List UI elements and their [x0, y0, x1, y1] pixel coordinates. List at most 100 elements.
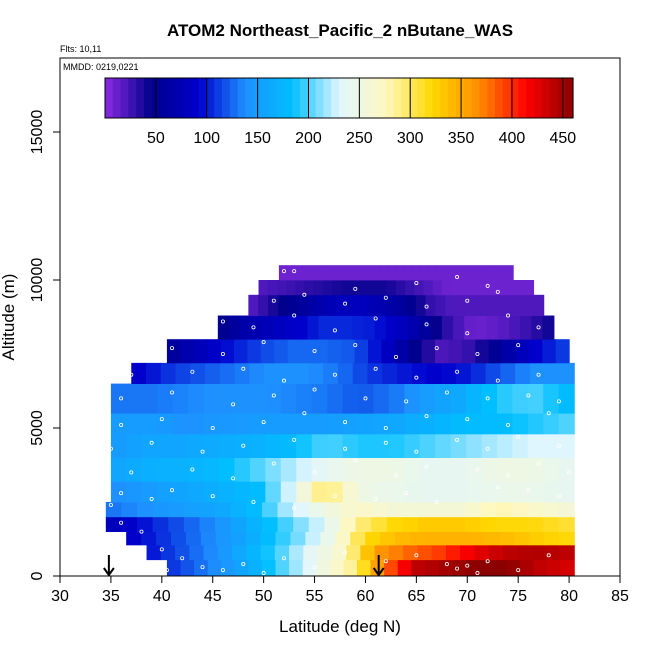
heatmap-cell	[126, 457, 143, 482]
heatmap-cell	[264, 362, 280, 384]
heatmap-cell	[489, 265, 499, 281]
heatmap-cell	[384, 559, 399, 577]
heatmap-cell	[327, 339, 342, 364]
heatmap-cell	[277, 516, 294, 532]
colorbar-segment	[105, 78, 114, 118]
observation-point	[353, 343, 358, 348]
observation-point	[393, 473, 398, 478]
observation-point	[475, 351, 480, 356]
heatmap-cell	[126, 531, 142, 546]
observation-point	[200, 449, 205, 454]
observation-point	[444, 562, 449, 567]
observation-point	[536, 325, 541, 330]
heatmap-cell	[385, 315, 398, 340]
heatmap-cell	[382, 362, 398, 384]
heatmap-cell	[545, 544, 561, 561]
heatmap-cell	[528, 339, 543, 364]
heatmap-cell	[193, 339, 208, 364]
heatmap-cell	[246, 502, 263, 518]
heatmap-cell	[311, 413, 328, 435]
heatmap-cell	[166, 559, 182, 577]
heatmap-cell	[234, 383, 251, 414]
observation-point	[332, 494, 337, 499]
heatmap-cell	[220, 339, 235, 364]
heatmap-cell	[251, 315, 264, 340]
colorbar-segment	[229, 78, 239, 118]
heatmap-cell	[260, 339, 275, 364]
heatmap-cell	[559, 362, 575, 384]
observation-point	[414, 280, 419, 285]
heatmap-cell	[487, 280, 498, 296]
observation-point	[302, 411, 307, 416]
heatmap-cell	[527, 413, 544, 435]
observation-point	[139, 529, 144, 534]
heatmap-cell	[141, 457, 158, 482]
heatmap-cell	[337, 362, 354, 384]
x-tick-label: 40	[153, 588, 171, 605]
heatmap-cell	[327, 294, 338, 316]
heatmap-cell	[432, 280, 443, 296]
heatmap-cell	[543, 457, 560, 482]
heatmap-cell	[260, 531, 277, 546]
heatmap-cell	[293, 362, 310, 384]
colorbar-segment	[432, 78, 441, 118]
observation-point	[251, 325, 256, 330]
heatmap-cell	[317, 294, 328, 316]
heatmap-cell	[500, 362, 516, 384]
heatmap-cell	[233, 339, 248, 364]
observation-point	[169, 346, 174, 351]
heatmap-cell	[466, 457, 483, 482]
observation-point	[210, 425, 215, 430]
heatmap-cell	[234, 481, 251, 503]
heatmap-cell	[286, 280, 296, 296]
heatmap-cell	[555, 339, 570, 364]
heatmap-cell	[356, 294, 368, 316]
heatmap-cell	[547, 559, 562, 577]
heatmap-cell	[175, 544, 190, 561]
heatmap-cell	[497, 265, 506, 281]
heatmap-cell	[505, 280, 516, 296]
heatmap-cell	[559, 531, 575, 546]
observation-point	[343, 420, 348, 425]
observation-point	[220, 319, 225, 324]
heatmap-cell	[396, 265, 405, 281]
heatmap-cell	[484, 531, 501, 546]
observation-point	[383, 295, 388, 300]
heatmap-cell	[280, 413, 297, 435]
observation-point	[332, 328, 337, 333]
heatmap-cell	[531, 544, 547, 561]
heatmap-cell	[293, 502, 310, 518]
heatmap-cell	[435, 383, 452, 414]
observation-point	[465, 417, 470, 422]
observation-point	[190, 369, 195, 374]
heatmap-cell	[404, 457, 421, 482]
heatmap-cell	[294, 265, 303, 281]
heatmap-cell	[311, 481, 328, 503]
heatmap-cell	[455, 294, 466, 316]
heatmap-cell	[261, 502, 279, 518]
observation-point	[516, 568, 521, 573]
heatmap-cell	[335, 531, 351, 546]
heatmap-cell	[110, 433, 127, 458]
colorbar-tick-label: 300	[397, 130, 424, 147]
colorbar-tick-label: 100	[193, 130, 220, 147]
heatmap-cell	[352, 362, 369, 384]
observation-point	[485, 559, 490, 564]
heatmap-cell	[327, 413, 344, 435]
heatmap-cell	[156, 531, 172, 546]
x-tick-label: 35	[102, 588, 120, 605]
heatmap-cell	[172, 481, 189, 503]
heatmap-cell	[460, 544, 475, 561]
heatmap-cell	[230, 502, 247, 518]
heatmap-cell	[512, 457, 529, 482]
heatmap-cell	[141, 413, 158, 435]
heatmap-cell	[261, 516, 279, 532]
heatmap-cell	[336, 294, 348, 316]
heatmap-cell	[203, 544, 219, 561]
heatmap-cell	[317, 544, 333, 561]
observation-point	[119, 396, 124, 401]
heatmap-cell	[180, 559, 195, 577]
heatmap-cell	[543, 413, 560, 435]
heatmap-cell	[199, 502, 216, 518]
observation-point	[200, 565, 205, 570]
